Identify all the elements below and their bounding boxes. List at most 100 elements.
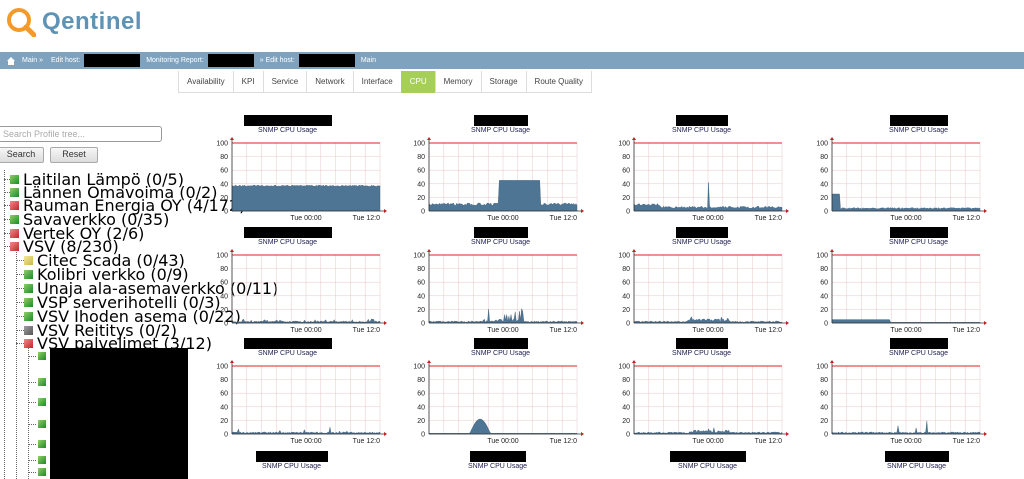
breadcrumb-monitoring-report[interactable]: Monitoring Report: xyxy=(146,57,204,64)
cpu-usage-area xyxy=(831,193,981,212)
tree-connector xyxy=(4,205,12,206)
status-square-icon xyxy=(10,215,19,224)
y-tick-label: 20 xyxy=(220,195,228,202)
cpu-graph[interactable]: SNMP CPU Usage 100 80 60 40 20 0 Tue 00:00 Tue 1… xyxy=(610,338,790,456)
cpu-graph[interactable]: SNMP CPU Usage 100 80 60 40 20 0 Tue 00:00 Tue 1… xyxy=(405,115,585,233)
cpu-graph[interactable]: SNMP CPU Usage 100 80 60 40 20 0 Tue 00:00 Tue 1… xyxy=(405,338,585,456)
cpu-usage-area xyxy=(231,318,381,324)
graph-subtitle: SNMP CPU Usage xyxy=(258,127,318,134)
status-square-icon xyxy=(10,188,19,197)
tab-interface[interactable]: Interface xyxy=(352,71,402,93)
axis-arrow-icon xyxy=(230,249,234,252)
tab-memory[interactable]: Memory xyxy=(434,71,482,93)
tree-item-label: Lännen Omavoima (0/2) xyxy=(23,183,218,202)
y-tick-label: 80 xyxy=(622,154,630,161)
tab-network[interactable]: Network xyxy=(306,71,354,93)
y-tick-label: 0 xyxy=(626,209,630,216)
axis-arrow-icon xyxy=(581,321,584,325)
breadcrumb-edit-host-2[interactable]: » Edit host: xyxy=(259,57,295,64)
redacted-graph-title xyxy=(474,338,528,349)
y-tick-label: 100 xyxy=(216,364,228,371)
status-square-icon[interactable] xyxy=(38,456,46,464)
tree-item[interactable]: VSV Reititys (0/2) xyxy=(24,321,177,340)
axis-arrow-icon xyxy=(984,209,987,213)
y-tick-label: 80 xyxy=(622,266,630,273)
tree-connector xyxy=(16,302,24,303)
cpu-graph[interactable]: SNMP CPU Usage 100 80 60 40 20 0 Tue 00:00 Tue 1… xyxy=(808,338,988,456)
y-tick-label: 80 xyxy=(820,377,828,384)
tree-item-label: Citec Scada (0/43) xyxy=(37,251,185,270)
axis-arrow-icon xyxy=(786,432,789,436)
x-tick-label: Tue 00:00 xyxy=(692,438,723,445)
x-tick-label: Tue 12:0 xyxy=(755,215,782,222)
y-tick-label: 0 xyxy=(824,209,828,216)
breadcrumb-main-2[interactable]: Main xyxy=(360,57,377,64)
tab-route-quality[interactable]: Route Quality xyxy=(525,71,593,93)
y-tick-label: 40 xyxy=(820,293,828,300)
status-square-icon[interactable] xyxy=(38,468,46,476)
y-tick-label: 100 xyxy=(618,141,630,148)
tree-item[interactable]: Vertek OY (2/6) xyxy=(10,224,144,243)
axis-arrow-icon xyxy=(786,321,789,325)
axis-arrow-icon xyxy=(384,432,387,436)
cpu-graph[interactable]: SNMP CPU Usage 100 80 60 40 20 0 Tue 00:00 Tue 1… xyxy=(405,227,585,345)
breadcrumb-main[interactable]: Main » xyxy=(22,57,44,64)
graph-plot: 100 80 60 40 20 0 Tue 00:00 Tue 12:0 xyxy=(216,360,387,445)
tab-service[interactable]: Service xyxy=(262,71,308,93)
tab-cpu[interactable]: CPU xyxy=(400,71,436,93)
breadcrumb-edit-host[interactable]: Edit host: xyxy=(51,57,81,64)
profile-tree-search-input[interactable]: Search Profile tree... xyxy=(0,126,162,142)
y-tick-label: 80 xyxy=(417,154,425,161)
tree-item[interactable]: Rauman Energia OY (4/172) xyxy=(10,196,245,215)
tree-item-label: Kolibri verkko (0/9) xyxy=(37,265,189,284)
tree-item[interactable]: Citec Scada (0/43) xyxy=(24,251,185,270)
tree-connector xyxy=(28,460,36,461)
tree-item[interactable]: Laitilan Lämpö (0/5) xyxy=(10,170,184,189)
tree-item[interactable]: Lännen Omavoima (0/2) xyxy=(10,183,218,202)
cpu-graph[interactable]: SNMP CPU Usage 100 80 60 40 20 0 Tue 00:00 Tue 1… xyxy=(610,115,790,233)
graph-plot: 100 80 60 40 20 0 Tue 00:00 Tue 12:0 xyxy=(618,137,789,222)
redacted-graph-title xyxy=(890,338,948,349)
cpu-graph[interactable]: SNMP CPU Usage 100 80 60 40 20 0 Tue 00:00 Tue 1… xyxy=(808,115,988,233)
axis-arrow-icon xyxy=(830,249,834,252)
status-square-icon xyxy=(24,326,33,335)
status-square-icon[interactable] xyxy=(38,398,46,406)
tree-item[interactable]: VSP serverihotelli (0/3) xyxy=(24,293,221,312)
home-icon[interactable] xyxy=(6,56,16,66)
axis-arrow-icon xyxy=(984,321,987,325)
status-square-icon[interactable] xyxy=(38,440,46,448)
reset-button[interactable]: Reset xyxy=(50,147,98,163)
cpu-graph[interactable]: SNMP CPU Usage 100 80 60 40 20 0 Tue 00:00 Tue 1… xyxy=(808,227,988,345)
tree-item[interactable]: VSV Ihoden asema (0/22) xyxy=(24,307,241,326)
redacted-graph-title xyxy=(470,451,526,462)
tree-item[interactable]: Kolibri verkko (0/9) xyxy=(24,265,189,284)
tree-connector xyxy=(28,444,36,445)
y-tick-label: 60 xyxy=(622,391,630,398)
qentinel-logo[interactable]: Qentinel xyxy=(6,3,142,41)
cpu-graph[interactable]: SNMP CPU Usage 100 80 60 40 20 0 Tue 00:00 Tue 1… xyxy=(610,227,790,345)
status-square-icon[interactable] xyxy=(38,378,46,386)
cpu-graph[interactable]: SNMP CPU Usage 100 80 60 40 20 0 Tue 00:00 Tue 1… xyxy=(208,115,388,233)
cpu-usage-area xyxy=(231,184,381,212)
tree-item-label: Unaja ala-asemaverkko (0/11) xyxy=(37,279,279,298)
graph-subtitle: SNMP CPU Usage xyxy=(672,350,732,357)
y-tick-label: 80 xyxy=(417,377,425,384)
tab-storage[interactable]: Storage xyxy=(480,71,527,93)
x-tick-label: Tue 00:00 xyxy=(692,327,723,334)
tab-kpi[interactable]: KPI xyxy=(232,71,264,93)
y-tick-label: 60 xyxy=(220,280,228,287)
tree-item-label: VSP serverihotelli (0/3) xyxy=(37,293,221,312)
axis-arrow-icon xyxy=(581,209,584,213)
tree-item[interactable]: Savaverkko (0/35) xyxy=(10,210,169,229)
status-square-icon[interactable] xyxy=(38,420,46,428)
tab-availability[interactable]: Availability xyxy=(178,71,234,93)
cpu-graph[interactable]: SNMP CPU Usage 100 80 60 40 20 0 Tue 00:00 Tue 1… xyxy=(208,227,388,345)
y-tick-label: 0 xyxy=(626,432,630,439)
cpu-graph[interactable]: SNMP CPU Usage 100 80 60 40 20 0 Tue 00:00 Tue 1… xyxy=(208,338,388,456)
search-button[interactable]: Search xyxy=(0,147,44,163)
tree-item[interactable]: VSV (8/230) xyxy=(10,237,119,256)
tree-item[interactable]: Unaja ala-asemaverkko (0/11) xyxy=(24,279,279,298)
tree-connector xyxy=(16,316,24,317)
app-title: Qentinel xyxy=(42,8,143,35)
status-square-icon[interactable] xyxy=(38,352,46,360)
